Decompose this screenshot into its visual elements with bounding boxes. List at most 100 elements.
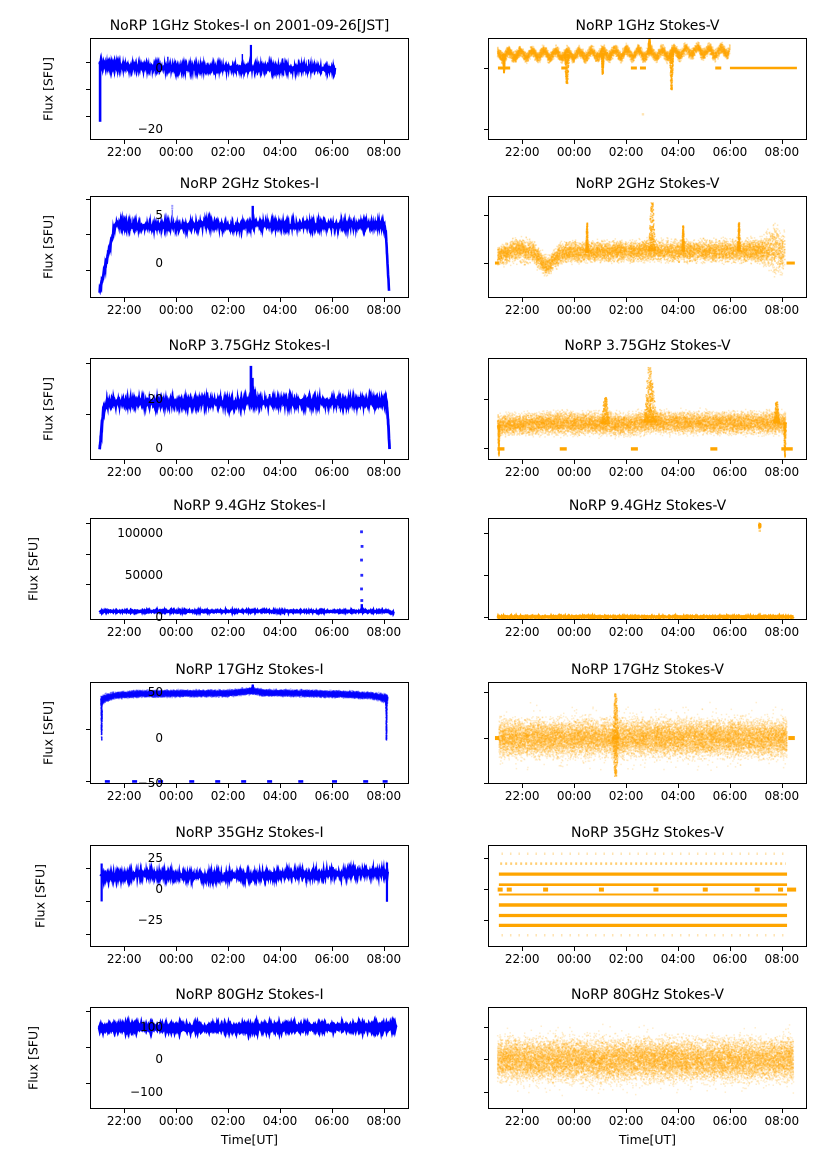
x-tick-mark [228, 620, 230, 624]
plot-canvas-3-75ghz-v [489, 359, 806, 459]
y-tick-mark [86, 729, 90, 731]
y-tick-label: 0 [155, 730, 163, 745]
x-tick-label: 02:00 [608, 952, 644, 966]
x-tick-mark [331, 460, 333, 464]
x-tick-mark [331, 1109, 333, 1113]
x-tick-label: 08:00 [764, 145, 800, 159]
x-tick-label: 22:00 [504, 952, 540, 966]
x-tick-mark [678, 947, 679, 951]
plot-title: NoRP 1GHz Stokes-V [575, 18, 720, 34]
x-tick-label: 02:00 [608, 789, 644, 803]
y-tick-mark [484, 532, 488, 534]
x-tick-mark [626, 620, 628, 624]
x-tick-label: 06:00 [712, 1114, 748, 1128]
x-tick-label: 02:00 [608, 303, 644, 317]
x-tick-label: 22:00 [106, 625, 142, 639]
y-tick-label: 50 [147, 684, 163, 699]
x-tick-label: 02:00 [210, 1114, 246, 1128]
x-tick-label: 04:00 [262, 789, 298, 803]
x-tick-label: 00:00 [158, 789, 194, 803]
plot-canvas-17ghz-v [489, 683, 806, 783]
x-tick-label: 08:00 [366, 625, 402, 639]
x-tick-mark [124, 620, 126, 624]
y-tick-mark [86, 1082, 90, 1084]
x-tick-mark [574, 947, 576, 951]
y-tick-mark [86, 414, 90, 416]
x-tick-label: 04:00 [660, 952, 696, 966]
y-tick-mark [86, 900, 90, 902]
x-tick-mark [678, 620, 679, 624]
y-tick-mark [86, 234, 90, 236]
plot-title: NoRP 2GHz Stokes-V [575, 176, 720, 192]
x-tick-label: 04:00 [262, 1114, 298, 1128]
x-tick-label: 06:00 [712, 465, 748, 479]
x-tick-label: 22:00 [106, 303, 142, 317]
y-tick-label: −20 [137, 122, 163, 137]
x-tick-mark [626, 947, 628, 951]
x-tick-label: 22:00 [504, 789, 540, 803]
x-tick-mark [678, 460, 679, 464]
x-tick-label: 04:00 [660, 789, 696, 803]
x-tick-mark [626, 784, 628, 788]
x-tick-label: 00:00 [556, 789, 592, 803]
x-tick-label: 04:00 [660, 303, 696, 317]
x-tick-label: 08:00 [764, 789, 800, 803]
x-tick-label: 06:00 [314, 1114, 350, 1128]
x-tick-mark [176, 298, 178, 302]
x-tick-label: 00:00 [556, 625, 592, 639]
x-tick-label: 22:00 [504, 465, 540, 479]
x-tick-mark [124, 947, 126, 951]
subplot-3-75ghz-stokes-i: NoRP 3.75GHz Stokes-I Flux [SFU] 2004002… [41, 338, 409, 479]
y-axis-label: Flux [SFU] [40, 701, 56, 765]
x-tick-label: 00:00 [158, 952, 194, 966]
y-tick-mark [86, 363, 90, 365]
x-tick-mark [331, 947, 333, 951]
x-tick-mark [280, 460, 281, 464]
x-tick-mark [729, 1109, 731, 1113]
x-tick-mark [331, 784, 333, 788]
x-tick-mark [522, 1109, 524, 1113]
y-axis-label: Flux [SFU] [25, 537, 41, 601]
y-tick-mark [86, 89, 90, 91]
y-axis-label: Flux [SFU] [25, 1026, 41, 1090]
plot-title: NoRP 17GHz Stokes-V [571, 662, 724, 678]
x-tick-label: 02:00 [210, 465, 246, 479]
x-tick-label: 08:00 [366, 465, 402, 479]
y-tick-mark [484, 889, 488, 891]
plot-title: NoRP 3.75GHz Stokes-V [564, 338, 731, 354]
x-tick-label: 00:00 [158, 303, 194, 317]
x-tick-mark [228, 1109, 230, 1113]
y-tick-mark [484, 858, 488, 860]
x-tick-mark [678, 1109, 679, 1113]
plot-title: NoRP 80GHz Stokes-V [571, 987, 724, 1003]
x-tick-mark [626, 140, 628, 144]
x-tick-label: 08:00 [366, 789, 402, 803]
subplot-2ghz-stokes-v: NoRP 2GHz Stokes-V 0 5 22:00 00:00 02:00 04:0… [155, 176, 807, 317]
x-tick-label: 04:00 [660, 145, 696, 159]
x-tick-mark [383, 620, 385, 624]
x-tick-label: 22:00 [106, 1114, 142, 1128]
x-tick-label: 04:00 [660, 465, 696, 479]
y-tick-mark [484, 1091, 488, 1093]
y-axis-label: Flux [SFU] [32, 864, 48, 928]
plot-canvas-35ghz-i [91, 846, 408, 946]
x-tick-label: 06:00 [712, 303, 748, 317]
x-tick-label: 06:00 [314, 789, 350, 803]
x-tick-label: 00:00 [556, 1114, 592, 1128]
x-tick-label: 02:00 [210, 303, 246, 317]
x-tick-mark [124, 460, 126, 464]
x-tick-mark [331, 620, 333, 624]
plot-title: NoRP 80GHz Stokes-I [175, 987, 324, 1003]
y-tick-mark [484, 574, 488, 576]
y-tick-mark [484, 262, 488, 264]
x-tick-label: 22:00 [504, 145, 540, 159]
x-tick-mark [280, 784, 281, 788]
x-tick-mark [781, 1109, 783, 1113]
x-tick-mark [176, 620, 178, 624]
x-tick-mark [729, 460, 731, 464]
x-tick-label: 02:00 [210, 145, 246, 159]
subplot-35ghz-stokes-v: NoRP 35GHz Stokes-V −25 0 25 22:00 00:00 02:0… [138, 825, 807, 966]
y-tick-mark [86, 115, 90, 117]
x-tick-mark [781, 784, 783, 788]
y-tick-label: 50000 [124, 567, 163, 582]
